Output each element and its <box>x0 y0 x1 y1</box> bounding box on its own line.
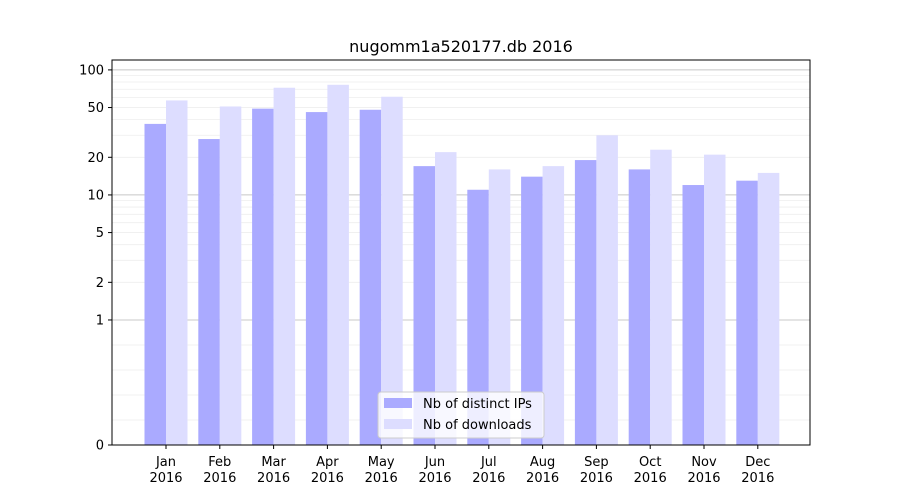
y-axis: 0 1 2 5 10 20 50 100 <box>79 63 112 454</box>
x-tick-label-year: 2016 <box>634 471 667 486</box>
bar-distinct-ips-apr <box>305 112 328 445</box>
x-tick-label-month: Sep <box>584 455 609 470</box>
bar-downloads-nov <box>704 154 726 445</box>
legend-entry: Nb of downloads <box>423 418 532 433</box>
x-tick-label-month: May <box>368 455 395 470</box>
bar-distinct-ips-jun <box>413 166 435 445</box>
y-tick-label: 50 <box>87 101 104 116</box>
x-tick-label-year: 2016 <box>257 471 290 486</box>
y-tick-label: 100 <box>79 63 104 78</box>
x-tick-label-month: Apr <box>316 455 339 470</box>
x-tick-label-year: 2016 <box>526 471 559 486</box>
bar-downloads-jul <box>488 169 511 445</box>
bar-downloads-may <box>381 96 403 446</box>
bar-distinct-ips-jan <box>144 123 166 445</box>
bar-downloads-dec <box>757 172 780 446</box>
bar-distinct-ips-nov <box>682 185 704 445</box>
bar-distinct-ips-oct <box>628 169 651 445</box>
x-tick-label-year: 2016 <box>687 471 720 486</box>
legend: Nb of distinct IPs Nb of downloads <box>377 391 545 439</box>
chart-title: nugomm1a520177.db 2016 <box>349 37 573 56</box>
x-tick-label-month: Jan <box>155 455 176 470</box>
bar-downloads-sep <box>596 135 618 445</box>
y-tick-label: 5 <box>96 226 104 241</box>
x-tick-label-year: 2016 <box>365 471 398 486</box>
legend-entry: Nb of distinct IPs <box>423 397 532 412</box>
bar-distinct-ips-feb <box>198 139 220 445</box>
bar-downloads-mar <box>273 87 296 446</box>
y-tick-label: 0 <box>96 439 104 454</box>
x-tick-label-year: 2016 <box>149 471 182 486</box>
bar-downloads-aug <box>542 166 565 445</box>
x-tick-label-month: Jun <box>424 455 445 470</box>
x-tick-label-month: Mar <box>261 455 286 470</box>
y-tick-label: 1 <box>96 313 104 328</box>
y-tick-label: 2 <box>96 276 104 291</box>
x-tick-label-month: Dec <box>745 455 770 470</box>
bar-downloads-jan <box>166 100 188 446</box>
x-tick-label-month: Oct <box>639 455 661 470</box>
x-tick-label-month: Aug <box>530 455 555 470</box>
y-tick-label: 10 <box>87 188 104 203</box>
x-axis: Jan2016Feb2016Mar2016Apr2016May2016Jun20… <box>149 445 774 486</box>
bar-distinct-ips-may <box>359 109 382 445</box>
x-tick-label-year: 2016 <box>741 471 774 486</box>
x-tick-label-year: 2016 <box>203 471 236 486</box>
bar-distinct-ips-jul <box>467 189 489 445</box>
bar-distinct-ips-dec <box>736 180 758 445</box>
legend-swatch <box>384 419 412 429</box>
bar-downloads-oct <box>650 149 672 445</box>
bar-distinct-ips-sep <box>574 160 597 445</box>
bars <box>144 84 780 446</box>
bar-distinct-ips-mar <box>252 108 274 445</box>
x-tick-label-month: Jul <box>480 455 497 470</box>
x-tick-label-year: 2016 <box>311 471 344 486</box>
bar-downloads-apr <box>327 84 349 446</box>
x-tick-label-year: 2016 <box>580 471 613 486</box>
x-tick-label-year: 2016 <box>418 471 451 486</box>
plot-frame <box>111 59 811 446</box>
legend-swatch <box>384 398 412 408</box>
x-tick-label-year: 2016 <box>472 471 505 486</box>
bar-downloads-feb <box>219 106 242 446</box>
x-tick-label-month: Nov <box>691 455 717 470</box>
x-tick-label-month: Feb <box>208 455 231 470</box>
bar-distinct-ips-aug <box>521 176 543 445</box>
legend-box <box>377 391 545 439</box>
y-tick-label: 20 <box>87 151 104 166</box>
bar-downloads-jun <box>435 152 457 445</box>
